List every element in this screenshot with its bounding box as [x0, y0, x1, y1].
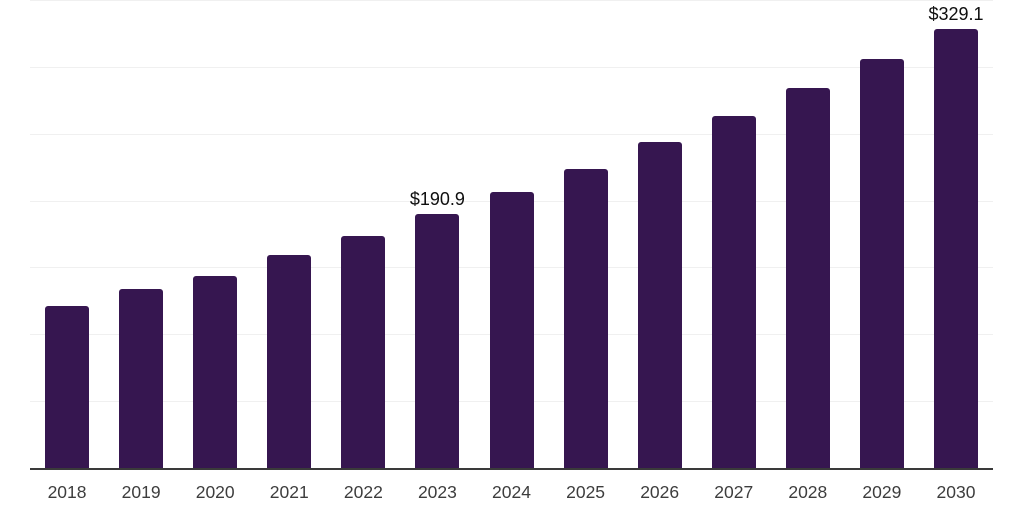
- x-tick-label-2020: 2020: [195, 482, 235, 502]
- bar-slot-2020: [178, 1, 252, 469]
- bar-2021: [267, 254, 312, 469]
- bar-2019: [119, 289, 164, 469]
- x-tick-label-2026: 2026: [640, 482, 680, 502]
- x-tick-label-2023: 2023: [417, 482, 457, 502]
- bar-slot-2021: [252, 1, 326, 469]
- bar-slot-2025: [549, 1, 623, 469]
- x-tick-label-2024: 2024: [492, 482, 531, 502]
- gridline-300: [30, 66, 993, 68]
- bar-value-label-2030: $329.1: [928, 4, 984, 25]
- gridline-250: [30, 133, 993, 135]
- bar-2023: [415, 213, 460, 469]
- bar-slot-2024: [474, 1, 548, 469]
- x-tick-label-2027: 2027: [714, 482, 754, 502]
- x-tick-label-2030: 2030: [936, 482, 976, 502]
- bar-2020: [193, 275, 238, 469]
- bar-2024: [489, 191, 534, 469]
- bar-2029: [859, 59, 904, 469]
- x-tick-label-2028: 2028: [788, 482, 828, 502]
- x-axis-tick-labels: 2018 2019 2020 2021 2022 2023 2024 2025 2026 2027…: [30, 482, 993, 503]
- bar-2026: [637, 142, 682, 469]
- x-tick-label-2022: 2022: [343, 482, 383, 502]
- bar-slot-2029: [845, 1, 919, 469]
- x-tick-label-2025: 2025: [566, 482, 606, 502]
- x-tick-label-2029: 2029: [862, 482, 902, 502]
- bar-value-label-2023: $190.9: [409, 189, 465, 210]
- x-axis-line: [30, 468, 993, 470]
- x-tick-label-2021: 2021: [269, 482, 309, 502]
- x-tick-label-2018: 2018: [47, 482, 87, 502]
- bar-2028: [785, 87, 830, 469]
- bar-slot-2028: [771, 1, 845, 469]
- bar-slot-2026: [623, 1, 697, 469]
- bar-slot-2027: [697, 1, 771, 469]
- bar-slot-2022: [326, 1, 400, 469]
- bar-slot-2023: $190.9: [400, 1, 474, 469]
- bar-2027: [711, 115, 756, 469]
- bar-series: $190.9 $329.1: [30, 1, 993, 469]
- bar-2025: [563, 168, 608, 469]
- plot-area: $190.9 $329.1: [30, 0, 993, 470]
- bar-2030: [933, 28, 978, 469]
- x-tick-label-2019: 2019: [121, 482, 161, 502]
- bar-slot-2018: [30, 1, 104, 469]
- bar-slot-2019: [104, 1, 178, 469]
- bar-2018: [45, 306, 90, 469]
- bar-2022: [341, 235, 386, 469]
- bar-slot-2030: $329.1: [919, 1, 993, 469]
- gridline-350: [30, 0, 993, 1]
